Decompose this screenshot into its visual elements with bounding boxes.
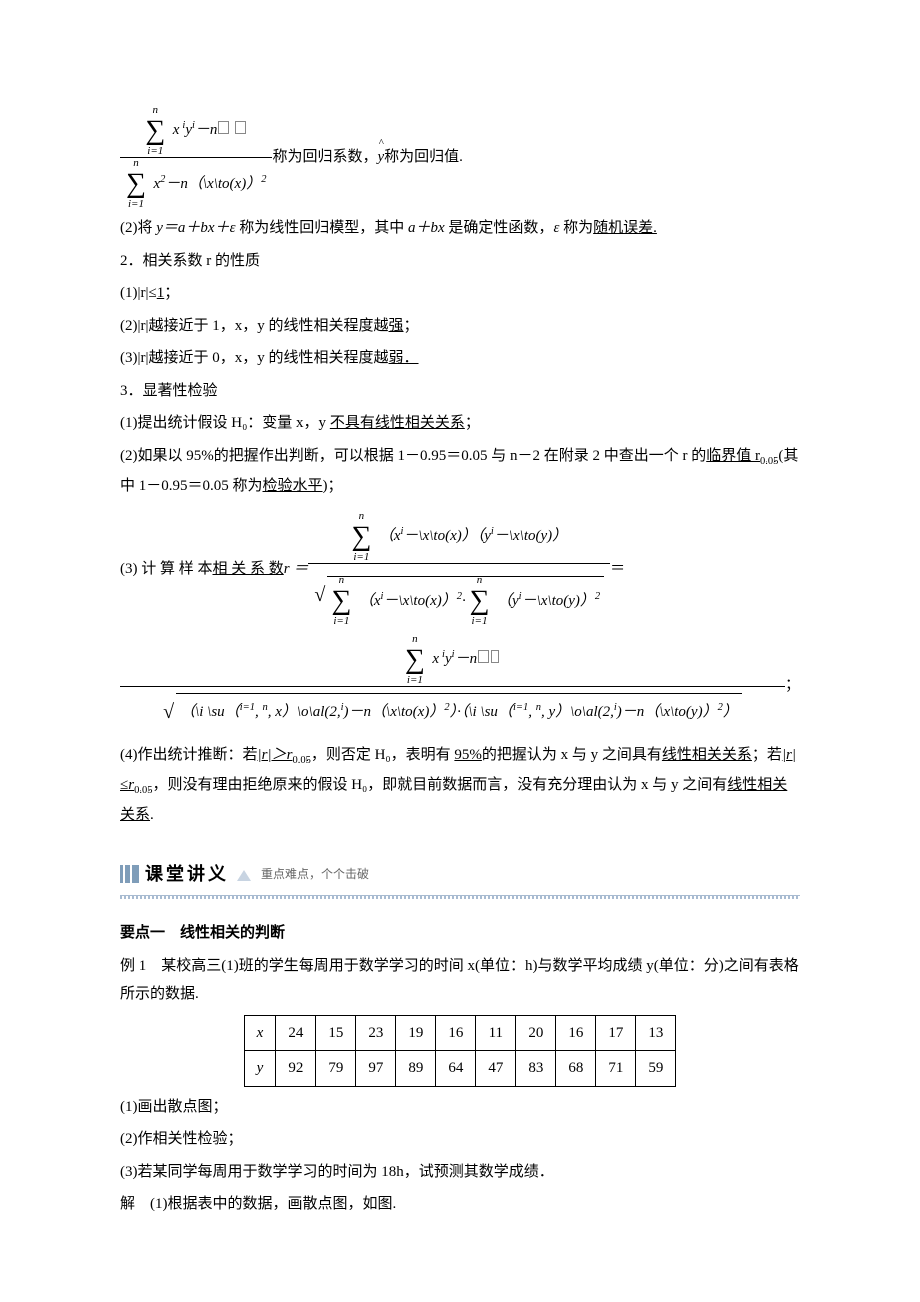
step-2: (2)如果以 95%的把握作出判断，可以根据 1－0.95＝0.05 与 n－2… <box>120 442 800 500</box>
table-row-x: x 24 15 23 19 16 11 20 16 17 13 <box>244 1015 676 1051</box>
section-title: 课堂讲义 <box>145 857 229 891</box>
section-bars-icon <box>120 865 139 883</box>
question-3: (3)若某同学每周用于数学学习的时间为 18h，试预测其数学成绩． <box>120 1158 800 1187</box>
r-fraction-1: ∑ n i=1 （xi－\x\to(x)）（yi－\x\to(y)） √ ∑ n… <box>308 510 610 629</box>
example-1-text: 例 1 某校高三(1)班的学生每周用于数学学习的时间 x(单位：h)与数学平均成… <box>120 952 800 1009</box>
step-3-r-formula-2: ∑ n i=1 x iyi－n √（\i \su（i=1, n, x）\o\al… <box>120 633 800 737</box>
question-2: (2)作相关性检验； <box>120 1125 800 1154</box>
table-row-y: y 92 79 97 89 64 47 83 68 71 59 <box>244 1051 676 1087</box>
den-expr: x2－n（\x\to(x)）2 <box>150 176 267 192</box>
section-header: 课堂讲义 重点难点，个个击破 <box>120 857 800 891</box>
section-2-title: 2．相关系数 r 的性质 <box>120 247 800 276</box>
row-header-x: x <box>244 1015 276 1051</box>
prop-2: (2)|r|越接近于 1，x，y 的线性相关程度越强； <box>120 312 800 341</box>
linear-model-def: (2)将 y＝a＋bx＋ε 称为线性回归模型，其中 a＋bx 是确定性函数，ε … <box>120 214 800 243</box>
section-subtitle: 重点难点，个个击破 <box>261 863 369 886</box>
prop-1: (1)|r|≤1； <box>120 279 800 308</box>
section-3-title: 3．显著性检验 <box>120 377 800 406</box>
triangle-icon <box>237 870 251 881</box>
sum-symbol: ∑ n i=1 <box>126 170 146 198</box>
prop-3: (3)|r|越接近于 0，x，y 的线性相关程度越弱． <box>120 344 800 373</box>
section-rule <box>120 895 800 899</box>
sum-symbol: ∑ n i=1 <box>145 117 165 145</box>
step-3-r-formula: (3) 计 算 样 本 相 关 系 数 r ＝ ∑ n i=1 （xi－\x\t… <box>120 510 800 629</box>
question-1: (1)画出散点图； <box>120 1093 800 1122</box>
y-hat: y <box>377 143 384 172</box>
row-header-y: y <box>244 1051 276 1087</box>
text-after-yhat: 称为回归值. <box>384 143 463 172</box>
fraction: ∑ n i=1 x iyi－n ∑ n i=1 x2－n（\x\to(x)）2 <box>120 104 272 210</box>
step-1: (1)提出统计假设 H₀：变量 x，y 不具有线性相关关系； <box>120 409 800 438</box>
keypoint-1-title: 要点一 线性相关的判断 <box>120 919 800 948</box>
data-table: x 24 15 23 19 16 11 20 16 17 13 y 92 79 … <box>244 1015 677 1087</box>
text-after-frac: 称为回归系数， <box>272 143 377 172</box>
regression-coef-formula: ∑ n i=1 x iyi－n ∑ n i=1 x2－n（\x\to(x)）2 … <box>120 104 800 210</box>
num-expr: x iyi－n <box>169 122 247 138</box>
answer-1: 解 (1)根据表中的数据，画散点图，如图. <box>120 1190 800 1219</box>
step-4: (4)作出统计推断：若|r|＞r0.05，则否定 H₀，表明有 95%的把握认为… <box>120 741 800 829</box>
